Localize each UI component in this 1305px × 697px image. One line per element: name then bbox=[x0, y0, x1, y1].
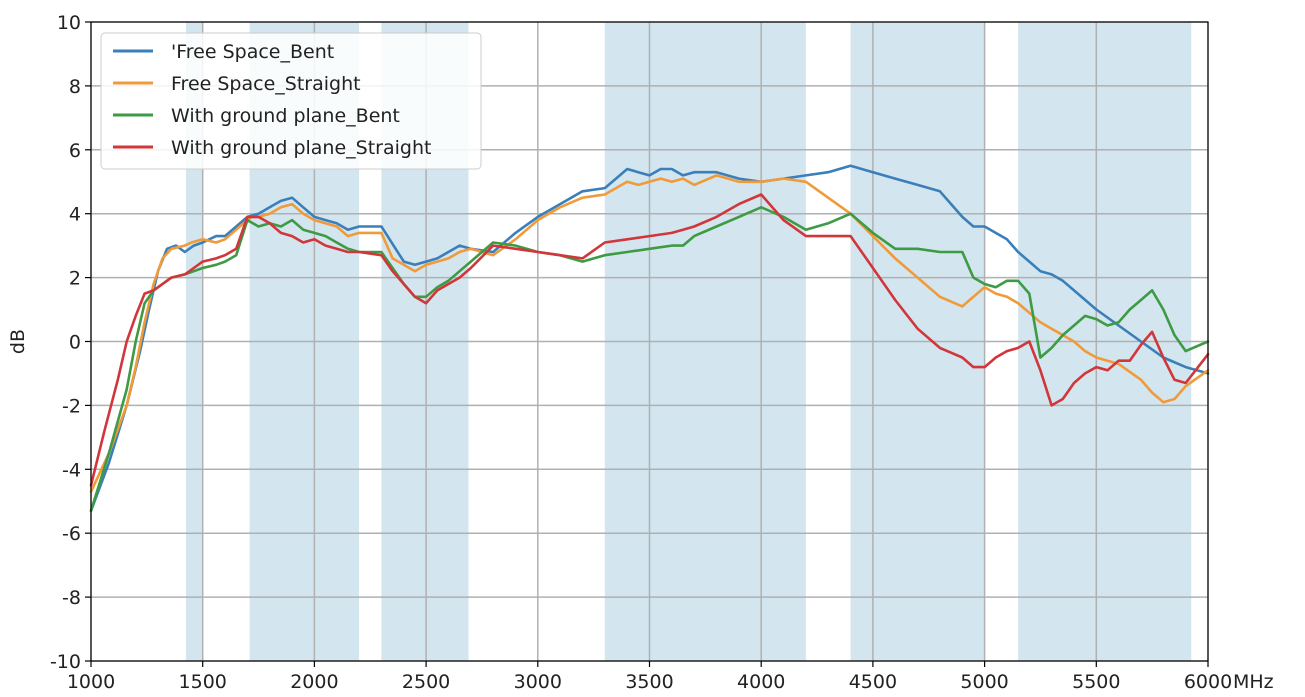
x-tick-label: 4000 bbox=[737, 671, 785, 693]
legend-label: Free Space_Straight bbox=[171, 73, 361, 95]
series-line-3 bbox=[89, 206, 1210, 513]
x-tick-label: 3000 bbox=[514, 671, 562, 693]
x-axis-unit: MHz bbox=[1233, 671, 1274, 693]
legend-label: 'Free Space_Bent bbox=[171, 41, 334, 63]
y-tick-label: 4 bbox=[69, 204, 81, 226]
y-tick-label: 2 bbox=[69, 268, 81, 290]
x-tick-label: 1000 bbox=[67, 671, 115, 693]
series-line-4 bbox=[89, 193, 1210, 487]
y-tick-label: 8 bbox=[69, 76, 81, 98]
y-tick-label: -10 bbox=[50, 651, 81, 673]
y-tick-label: -2 bbox=[62, 395, 81, 417]
legend-label: With ground plane_Straight bbox=[171, 137, 431, 159]
x-tick-label: 4500 bbox=[849, 671, 897, 693]
x-tick-label: 1500 bbox=[179, 671, 227, 693]
y-tick-label: -8 bbox=[62, 587, 81, 609]
x-tick-label: 2000 bbox=[290, 671, 338, 693]
series-lines bbox=[89, 164, 1210, 513]
series-line-1 bbox=[89, 164, 1210, 513]
x-tick-label: 6000 bbox=[1184, 671, 1232, 693]
x-tick-label: 5500 bbox=[1072, 671, 1120, 693]
series-line-2 bbox=[89, 174, 1210, 494]
y-tick-label: 0 bbox=[69, 332, 81, 354]
legend-box bbox=[100, 32, 482, 170]
x-axis: 1000 1500 2000 2500 3000 3500 4000 4500 5000 5500… bbox=[67, 661, 1232, 693]
legend: 'Free Space_Bent Free Space_Straight With … bbox=[100, 32, 482, 170]
x-tick-label: 2500 bbox=[402, 671, 450, 693]
x-tick-label: 3500 bbox=[625, 671, 673, 693]
legend-label: With ground plane_Bent bbox=[171, 105, 400, 127]
y-tick-label: -6 bbox=[62, 523, 81, 545]
y-axis: -10 -8 -6 -4 -2 0 2 4 6 8 10 bbox=[50, 12, 91, 673]
y-tick-label: -4 bbox=[62, 459, 81, 481]
y-axis-label: dB bbox=[7, 329, 29, 354]
y-tick-label: 6 bbox=[69, 140, 81, 162]
x-tick-label: 5000 bbox=[960, 671, 1008, 693]
y-tick-label: 10 bbox=[57, 12, 81, 34]
